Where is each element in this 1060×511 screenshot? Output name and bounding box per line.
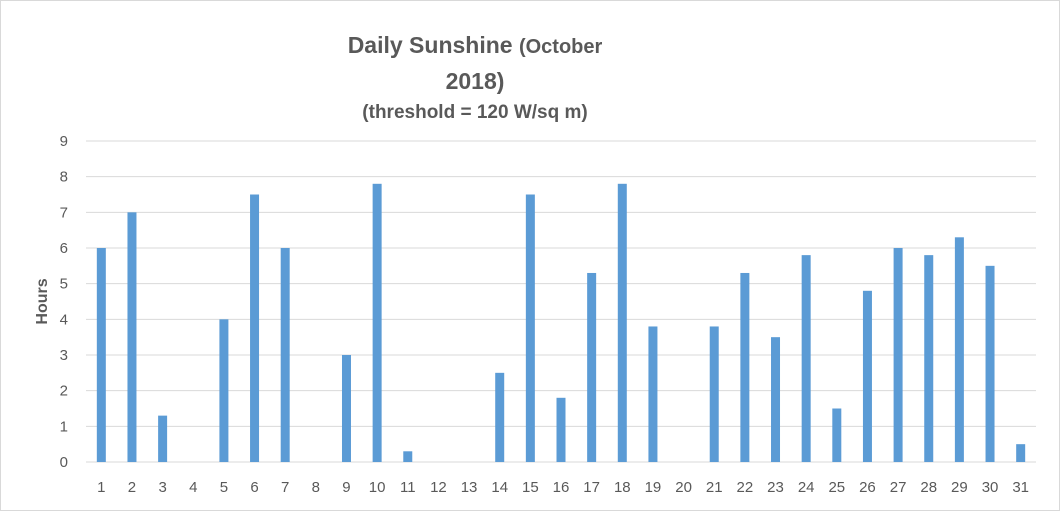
x-tick-label: 20 — [675, 479, 692, 496]
bar — [96, 248, 106, 462]
x-tick-label: 23 — [767, 479, 784, 496]
y-tick-label: 1 — [60, 418, 68, 435]
x-tick-label: 5 — [220, 479, 228, 496]
x-tick-label: 6 — [250, 479, 258, 496]
x-tick-label: 9 — [342, 479, 350, 496]
chart-title: Daily Sunshine (October 2018) (threshold… — [310, 28, 640, 128]
y-tick-label: 5 — [60, 276, 68, 293]
x-tick-label: 22 — [737, 479, 754, 496]
x-tick-label: 31 — [1012, 479, 1029, 496]
bar — [862, 290, 872, 462]
y-axis-label: Hours — [34, 278, 51, 324]
bar — [403, 451, 413, 462]
bar — [280, 248, 290, 462]
bar — [709, 326, 719, 462]
bar — [525, 194, 535, 462]
bar — [771, 337, 781, 462]
bar — [495, 372, 505, 462]
y-tick-label: 4 — [60, 311, 68, 328]
bar — [158, 415, 168, 462]
x-tick-label: 4 — [189, 479, 197, 496]
x-tick-label: 13 — [461, 479, 478, 496]
x-tick-label: 10 — [369, 479, 386, 496]
y-tick-label: 6 — [60, 240, 68, 257]
chart-title-main: Daily Sunshine — [347, 32, 513, 58]
chart-title-line-2: 2018) — [445, 68, 505, 94]
bar — [250, 194, 260, 462]
y-tick-label: 3 — [60, 347, 68, 364]
x-tick-label: 16 — [553, 479, 570, 496]
x-tick-label: 17 — [583, 479, 600, 496]
x-tick-label: 14 — [491, 479, 508, 496]
y-tick-label: 8 — [60, 169, 68, 186]
bar — [219, 319, 229, 462]
y-tick-label: 7 — [60, 204, 68, 221]
bar — [617, 183, 627, 463]
bar — [985, 265, 995, 462]
x-tick-label: 21 — [706, 479, 723, 496]
bar — [893, 248, 903, 462]
chart-subtitle: (threshold = 120 W/sq m) — [362, 102, 588, 123]
bar — [648, 326, 658, 462]
y-tick-label: 0 — [60, 454, 68, 471]
x-tick-label: 26 — [859, 479, 876, 496]
bar — [372, 183, 382, 463]
bar — [341, 355, 351, 462]
bar — [832, 408, 842, 462]
x-tick-label: 24 — [798, 479, 815, 496]
x-tick-label: 2 — [128, 479, 136, 496]
x-tick-label: 28 — [920, 479, 937, 496]
x-tick-label: 30 — [982, 479, 999, 496]
x-tick-label: 25 — [828, 479, 845, 496]
bar — [954, 237, 964, 462]
x-tick-label: 3 — [158, 479, 166, 496]
x-tick-label: 7 — [281, 479, 289, 496]
chart-title-paren: (October — [518, 36, 603, 58]
x-tick-label: 27 — [890, 479, 907, 496]
y-tick-label: 9 — [60, 133, 68, 150]
x-tick-label: 18 — [614, 479, 631, 496]
x-tick-label: 12 — [430, 479, 447, 496]
x-tick-label: 19 — [645, 479, 662, 496]
x-tick-label: 8 — [312, 479, 320, 496]
bar — [127, 212, 137, 462]
bar — [587, 272, 597, 462]
bar — [556, 397, 566, 462]
y-tick-label: 2 — [60, 383, 68, 400]
x-tick-label: 11 — [400, 479, 416, 496]
bar — [1016, 444, 1026, 462]
chart-title-line-1: Daily Sunshine (October — [310, 28, 640, 64]
x-tick-label: 1 — [97, 479, 105, 496]
x-tick-label: 15 — [522, 479, 539, 496]
bar — [924, 255, 934, 462]
x-tick-label: 29 — [951, 479, 968, 496]
bar — [801, 255, 811, 462]
bar — [740, 272, 750, 462]
